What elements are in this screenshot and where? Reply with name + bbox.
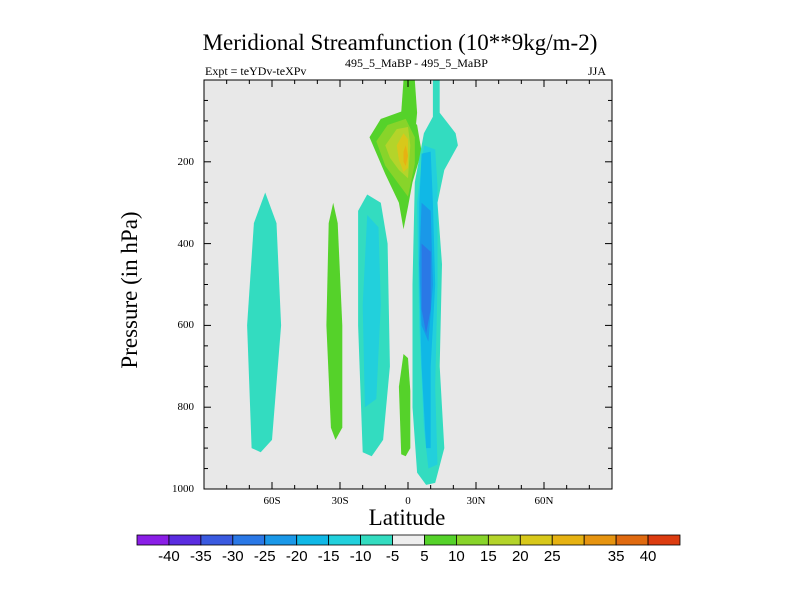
season-label: JJA bbox=[588, 64, 607, 78]
colorbar-label: 35 bbox=[607, 548, 625, 565]
colorbar-swatch bbox=[647, 534, 681, 546]
colorbar-label: -30 bbox=[221, 548, 244, 565]
colorbar-swatch bbox=[583, 534, 617, 546]
x-tick-label: 60N bbox=[534, 495, 554, 507]
colorbar-label: 25 bbox=[543, 548, 561, 565]
y-tick-label: 600 bbox=[177, 319, 195, 332]
colorbar-swatch bbox=[392, 534, 425, 546]
colorbar-swatch bbox=[615, 534, 649, 546]
colorbar-label: 5 bbox=[420, 548, 429, 565]
colorbar-label: -20 bbox=[285, 548, 308, 565]
contour-south-subtropic-green-band bbox=[326, 202, 343, 440]
colorbar-swatch bbox=[200, 534, 234, 546]
contour-far-south-cell bbox=[247, 192, 282, 453]
colorbar-label: 40 bbox=[639, 548, 657, 565]
contour-tropical-cell-25 bbox=[421, 243, 431, 334]
colorbar-label: -25 bbox=[253, 548, 276, 565]
y-tick-label: 200 bbox=[177, 155, 195, 168]
x-axis-label: Latitude bbox=[368, 505, 446, 530]
colorbar-swatch bbox=[456, 534, 489, 546]
x-tick-label: 60S bbox=[263, 495, 281, 507]
colorbar-swatch bbox=[328, 534, 361, 546]
colorbar-swatch bbox=[232, 534, 266, 546]
x-tick-label: 30N bbox=[466, 495, 486, 507]
x-tick-label: 30S bbox=[331, 495, 349, 507]
colorbar-swatch bbox=[264, 534, 298, 546]
colorbar-swatch bbox=[168, 534, 202, 546]
y-tick-label: 1000 bbox=[172, 483, 194, 495]
contour-south-ferrel-core bbox=[362, 215, 381, 408]
colorbar-label: -40 bbox=[158, 548, 180, 565]
colorbar-label: -5 bbox=[385, 548, 400, 565]
experiment-label: Expt = teYDv-teXPv bbox=[205, 64, 307, 78]
y-tick-label: 400 bbox=[177, 237, 195, 250]
colorbar-swatch bbox=[487, 534, 521, 546]
colorbar-label: -10 bbox=[349, 548, 372, 565]
contour-positive-cell-25 bbox=[403, 145, 408, 166]
contour-near-equator-green-strip bbox=[398, 354, 411, 457]
colorbar-label: -15 bbox=[317, 548, 340, 565]
colorbar-swatch bbox=[519, 534, 553, 546]
colorbar-label: 10 bbox=[448, 548, 465, 565]
colorbar-swatch bbox=[296, 534, 330, 546]
colorbar-swatch bbox=[136, 534, 170, 546]
contour-layer bbox=[247, 80, 458, 485]
experiment-periods: 495_5_MaBP - 495_5_MaBP bbox=[345, 56, 488, 70]
y-tick-label: 800 bbox=[177, 401, 195, 414]
colorbar-swatch bbox=[424, 534, 457, 546]
colorbar-label: 15 bbox=[480, 548, 497, 565]
colorbar-label: -35 bbox=[190, 548, 212, 565]
x-tick-label: 0 bbox=[405, 495, 411, 507]
colorbar-swatch bbox=[551, 534, 585, 546]
colorbar-swatch bbox=[360, 534, 393, 546]
chart-title: Meridional Streamfunction (10**9kg/m-2) bbox=[202, 30, 598, 55]
colorbar-label: 20 bbox=[511, 548, 529, 565]
